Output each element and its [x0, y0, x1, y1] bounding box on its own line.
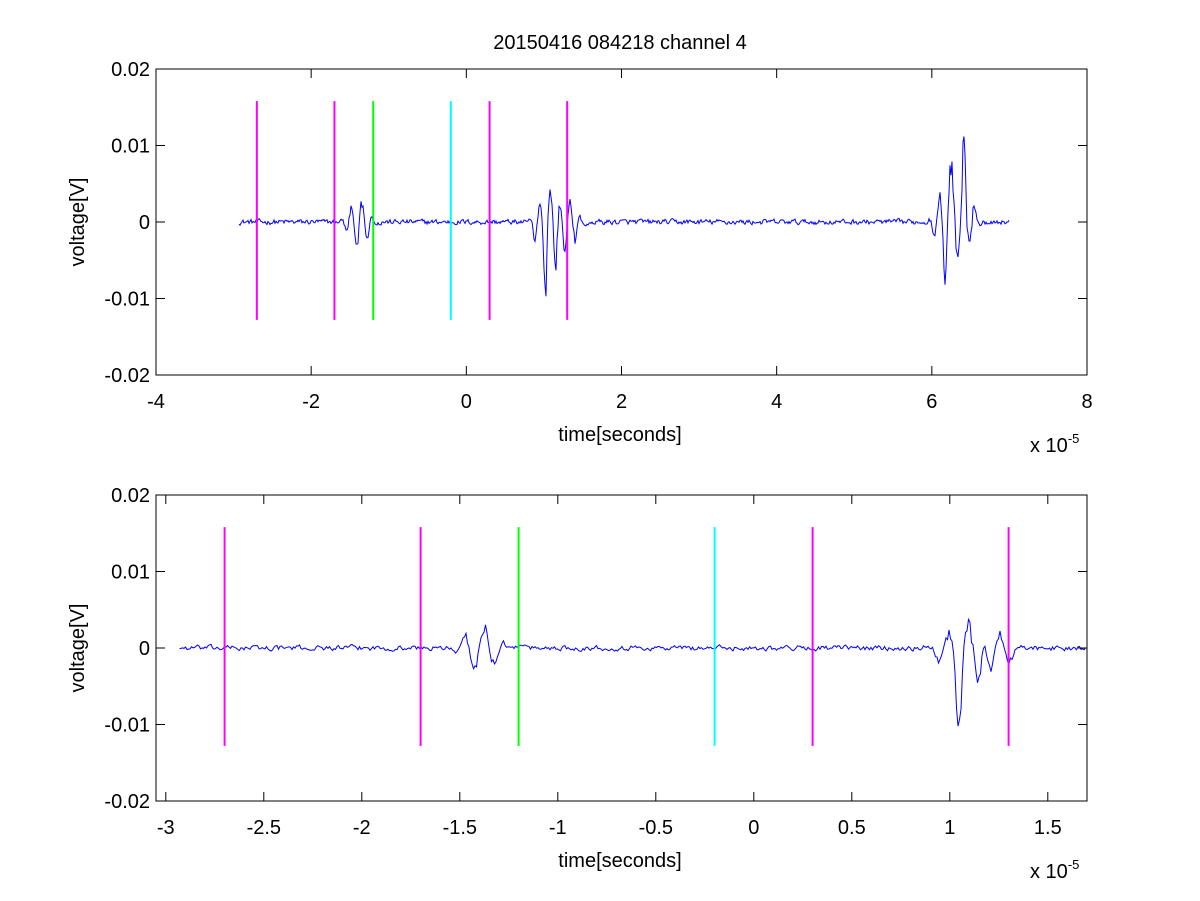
- top-chart-xtick-label: 4: [771, 391, 782, 413]
- top-chart-ytick-label: 0.01: [111, 136, 150, 158]
- top-chart-xlabel: time[seconds]: [558, 424, 681, 446]
- bottom-chart-xlabel: time[seconds]: [558, 850, 681, 872]
- top-chart-ytick-label: 0: [139, 212, 150, 234]
- bottom-chart-ytick-label: 0: [139, 638, 150, 660]
- bottom-chart-ytick-label: 0.01: [111, 562, 150, 584]
- bottom-chart-xtick-label: -2.5: [247, 817, 281, 839]
- top-chart-x-multiplier: x 10-5: [1030, 431, 1079, 457]
- bottom-chart-xtick-label: -0.5: [639, 817, 673, 839]
- top-chart-xtick-label: 0: [461, 391, 472, 413]
- top-chart-ytick-label: 0.02: [111, 59, 150, 81]
- bottom-chart-ylabel: voltage[V]: [67, 604, 89, 693]
- bottom-chart-x-multiplier: x 10-5: [1030, 857, 1079, 883]
- bottom-chart-xtick-label: -3: [157, 817, 175, 839]
- bottom-chart-xtick-label: -1: [549, 817, 567, 839]
- bottom-chart-ytick-label: -0.01: [104, 715, 150, 737]
- top-chart: time[seconds] voltage[V] x 10-5 -4 -2 0 2 4 6…: [67, 59, 1093, 457]
- bottom-chart-xtick-label: -2: [353, 817, 371, 839]
- bottom-chart-signal-line: [179, 617, 1086, 727]
- bottom-chart-xtick-label: 1: [944, 817, 955, 839]
- top-chart-signal-line: [238, 136, 1010, 297]
- top-chart-ytick-label: -0.01: [104, 289, 150, 311]
- figure-title: 20150416 084218 channel 4: [493, 32, 747, 54]
- top-chart-xtick-label: -2: [302, 391, 320, 413]
- top-chart-xtick-label: 8: [1081, 391, 1092, 413]
- bottom-chart-ytick-label: -0.02: [104, 791, 150, 813]
- top-chart-xtick-label: 6: [926, 391, 937, 413]
- bottom-chart-xtick-label: 1.5: [1034, 817, 1062, 839]
- bottom-chart-ytick-label: 0.02: [111, 485, 150, 507]
- bottom-chart-x-multiplier-exponent: -5: [1068, 857, 1080, 872]
- top-chart-ytick-label: -0.02: [104, 365, 150, 387]
- top-chart-xtick-label: -4: [147, 391, 165, 413]
- bottom-chart: time[seconds] voltage[V] x 10-5 -3 -2.5 -2…: [67, 485, 1088, 883]
- bottom-chart-xtick-label: -1.5: [443, 817, 477, 839]
- bottom-chart-xtick-label: 0: [748, 817, 759, 839]
- top-chart-x-multiplier-base: x 10: [1030, 435, 1068, 457]
- top-chart-x-multiplier-exponent: -5: [1068, 431, 1080, 446]
- top-chart-ylabel: voltage[V]: [67, 178, 89, 267]
- bottom-chart-x-multiplier-base: x 10: [1030, 861, 1068, 883]
- bottom-chart-xtick-label: 0.5: [838, 817, 866, 839]
- top-chart-xtick-label: 2: [616, 391, 627, 413]
